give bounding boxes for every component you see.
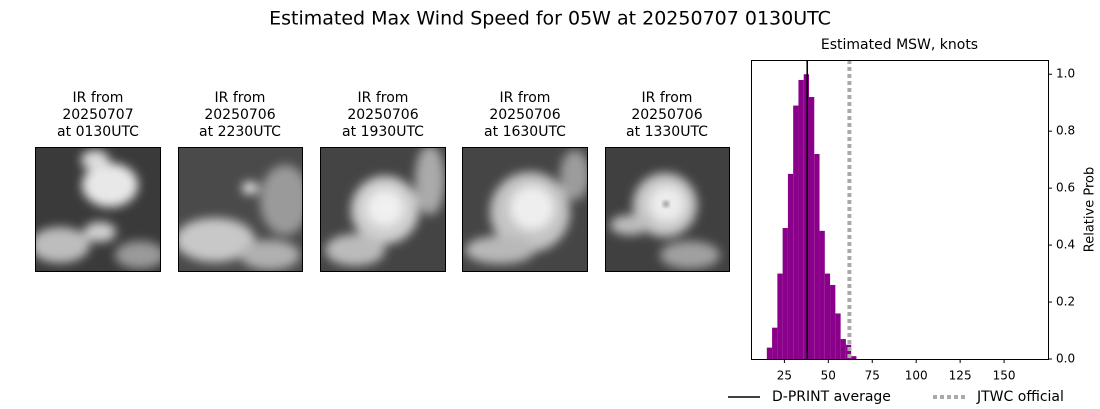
- chart-title: Estimated MSW, knots: [821, 37, 978, 53]
- bar: [782, 228, 788, 359]
- ir-image: [320, 147, 445, 271]
- y-tick-label: 0.4: [1056, 238, 1075, 252]
- bar: [840, 339, 846, 359]
- panel-caption: IR from: [73, 90, 124, 106]
- panel-caption: IR from: [215, 90, 266, 106]
- bar: [824, 273, 831, 359]
- bar: [814, 153, 820, 359]
- panel-caption: at 1930UTC: [342, 124, 424, 140]
- legend-label: JTWC official: [976, 389, 1064, 405]
- bar: [766, 347, 773, 359]
- panel-caption: at 1330UTC: [626, 124, 708, 140]
- y-tick-label: 0.0: [1056, 352, 1075, 366]
- bar: [793, 105, 799, 359]
- bar: [803, 74, 809, 359]
- y-axis-label: Relative Prob: [1083, 167, 1098, 252]
- bar: [772, 327, 778, 359]
- bar: [777, 273, 783, 359]
- x-tick-label: 25: [777, 369, 792, 383]
- legend-label: D-PRINT average: [772, 389, 891, 405]
- x-tick-label: 50: [821, 369, 836, 383]
- panel-caption: at 0130UTC: [57, 124, 139, 140]
- x-tick-label: 100: [905, 369, 928, 383]
- x-tick-label: 75: [865, 369, 880, 383]
- plot-frame: [751, 60, 1049, 360]
- y-tick-label: 0.8: [1056, 124, 1075, 138]
- ir-image: [605, 147, 729, 271]
- panel-caption: 20250706: [204, 107, 275, 123]
- ir-image: [178, 147, 302, 271]
- y-tick-label: 0.6: [1056, 181, 1075, 195]
- bar: [835, 313, 841, 359]
- panel-caption: IR from: [642, 90, 693, 106]
- panel-caption: 20250706: [631, 107, 702, 123]
- bar: [830, 284, 836, 359]
- y-tick-label: 0.2: [1056, 295, 1075, 309]
- panel-caption: 20250706: [347, 107, 418, 123]
- ir-image: [35, 147, 160, 271]
- x-tick-label: 125: [949, 369, 972, 383]
- panel-caption: 20250707: [62, 107, 133, 123]
- panel-caption: at 2230UTC: [199, 124, 281, 140]
- panel-caption: IR from: [358, 90, 409, 106]
- y-tick-label: 1.0: [1056, 67, 1075, 81]
- bar: [845, 344, 852, 359]
- panel-caption: at 1630UTC: [484, 124, 566, 140]
- image-frames: [35, 147, 730, 272]
- bar: [787, 173, 794, 359]
- bar: [819, 230, 825, 359]
- panel-caption: 20250706: [489, 107, 560, 123]
- bar: [808, 97, 815, 360]
- bar: [851, 356, 857, 359]
- ir-image: [462, 147, 587, 271]
- bar: [798, 79, 804, 359]
- panel-caption: IR from: [500, 90, 551, 106]
- x-tick-label: 150: [993, 369, 1016, 383]
- figure-title: Estimated Max Wind Speed for 05W at 2025…: [269, 8, 831, 30]
